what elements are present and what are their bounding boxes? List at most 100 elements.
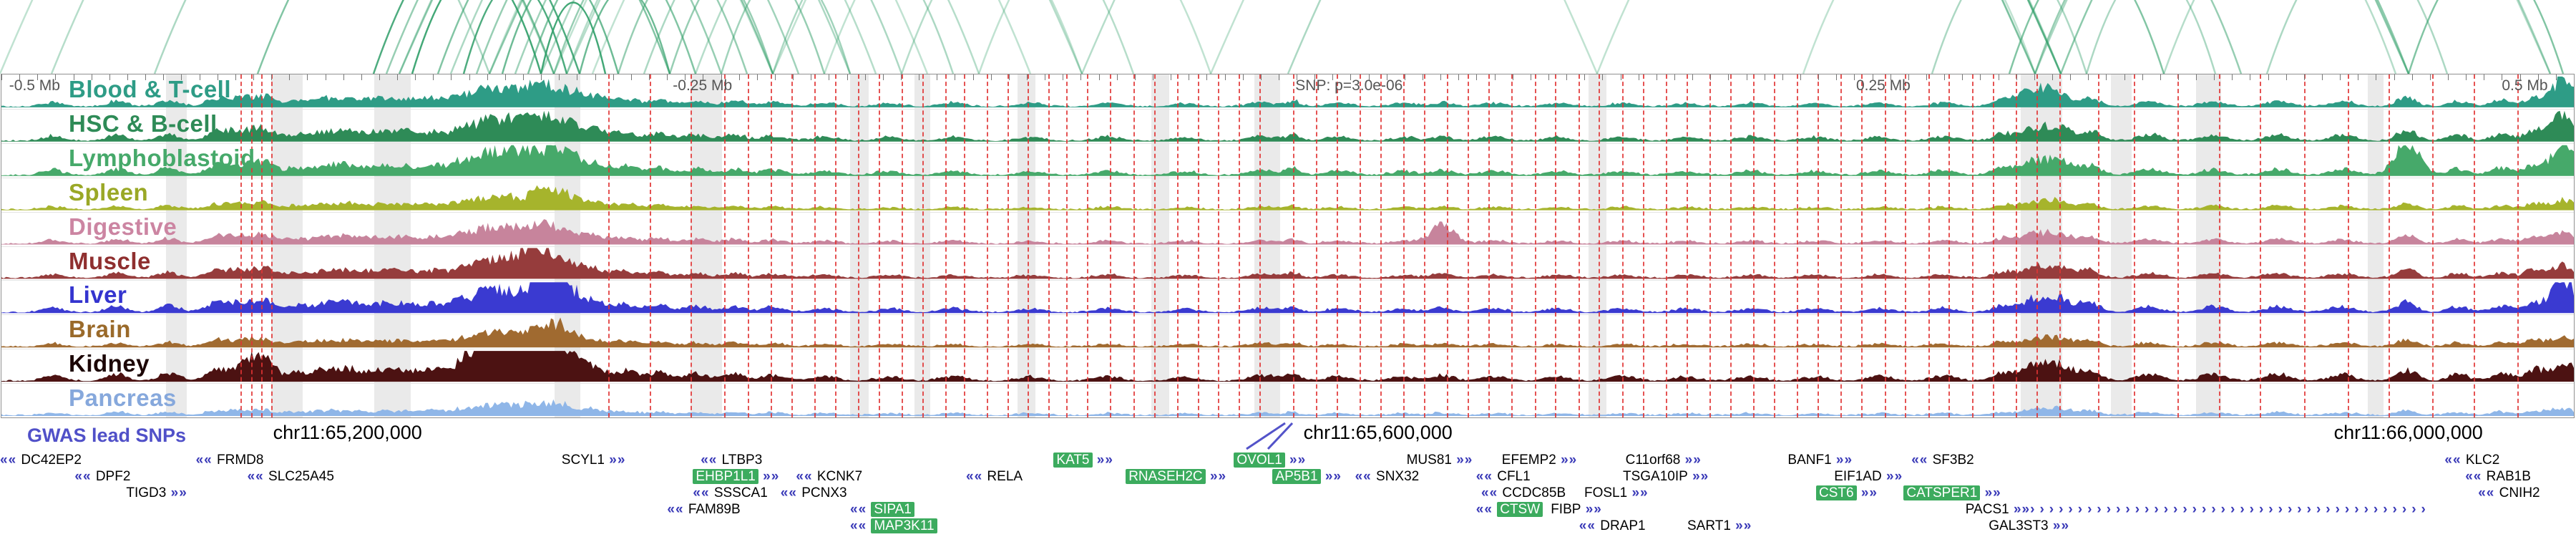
gene-label[interactable]: «« SLC25A45 bbox=[248, 469, 334, 485]
gene-label[interactable]: BANF1 »» bbox=[1787, 453, 1853, 468]
gene-label[interactable]: KAT5 »» bbox=[1053, 453, 1113, 468]
gene-strand-right-icon: »» bbox=[1556, 453, 1578, 468]
track-signal-2[interactable] bbox=[1, 110, 2574, 142]
ruler-tick bbox=[721, 74, 722, 80]
gene-label[interactable]: MUS81 »» bbox=[1407, 453, 1473, 468]
ruler-tick bbox=[1224, 74, 1226, 80]
snp-line bbox=[649, 74, 651, 417]
track-label[interactable]: Blood & T-cell bbox=[69, 76, 232, 102]
gene-label[interactable]: CATSPER1 »» bbox=[1903, 485, 2001, 501]
gene-label[interactable]: SCYL1 »» bbox=[562, 453, 626, 468]
gene-label[interactable]: RNASEH2C »» bbox=[1126, 469, 1226, 485]
gene-label[interactable]: «« LTBP3 bbox=[701, 453, 762, 468]
gene-label[interactable]: EIF1AD »» bbox=[1834, 469, 1903, 485]
gene-label[interactable]: «« MAP3K11 bbox=[850, 518, 937, 534]
track-label[interactable]: Lymphoblastoid bbox=[69, 144, 255, 171]
gene-label[interactable]: «« SF3B2 bbox=[1911, 453, 1974, 468]
gene-label[interactable]: «« FRMD8 bbox=[196, 453, 264, 468]
gene-label[interactable]: TSGA10IP »» bbox=[1623, 469, 1709, 485]
interaction-arc bbox=[668, 0, 826, 74]
track-signal-9[interactable] bbox=[1, 351, 2574, 382]
ruler-tick bbox=[1116, 74, 1118, 80]
ruler-tick bbox=[1674, 74, 1675, 80]
track-label[interactable]: Brain bbox=[69, 316, 131, 343]
gene-label[interactable]: «« CTSW bbox=[1476, 502, 1543, 518]
track-signal-3[interactable] bbox=[1, 145, 2574, 176]
gene-name: KCNK7 bbox=[816, 469, 863, 484]
gene-label[interactable]: «« SIPA1 bbox=[850, 502, 914, 518]
gene-name: OVOL1 bbox=[1234, 453, 1285, 468]
snp-line bbox=[1360, 74, 1362, 417]
snp-line bbox=[2134, 74, 2136, 417]
track-label[interactable]: Spleen bbox=[69, 178, 149, 205]
gene-label[interactable]: «« DPF2 bbox=[74, 469, 130, 485]
ruler-tick bbox=[2466, 74, 2467, 80]
gene-label[interactable]: PACS1 »»››››››››››››››››››››››››››››››››… bbox=[1966, 502, 2431, 518]
track-signal-6[interactable] bbox=[1, 248, 2574, 279]
gene-label[interactable]: «« KLC2 bbox=[2444, 453, 2499, 468]
gene-label[interactable]: «« CFL1 bbox=[1476, 469, 1531, 485]
snp-line bbox=[1316, 74, 1318, 417]
interaction-arc bbox=[552, 0, 1599, 74]
gene-label[interactable]: CST6 »» bbox=[1816, 485, 1878, 501]
track-signal-7[interactable] bbox=[1, 282, 2574, 314]
snp-line bbox=[878, 74, 880, 417]
gene-label[interactable]: «« PCNX3 bbox=[781, 485, 847, 501]
ruler-tick bbox=[2285, 74, 2287, 80]
gene-strand-left-icon: «« bbox=[693, 485, 714, 500]
gene-label[interactable]: FIBP »» bbox=[1551, 502, 1602, 518]
track-panel[interactable]: -0.5 Mb -0.25 Mb SNP: p=3.0e-06 0.25 Mb 0.5 … bbox=[1, 74, 2575, 418]
track-label[interactable]: Digestive bbox=[69, 213, 177, 240]
track-label[interactable]: HSC & B-cell bbox=[69, 110, 218, 137]
coordinate-label: chr11:65,200,000 bbox=[273, 422, 422, 443]
gene-label[interactable]: EFEMP2 »» bbox=[1502, 453, 1577, 468]
gene-label[interactable]: TIGD3 »» bbox=[126, 485, 187, 501]
ruler-tick bbox=[1206, 74, 1208, 80]
gene-label[interactable]: EHBP1L1 »» bbox=[693, 469, 779, 485]
gene-label[interactable]: «« RAB1B bbox=[2465, 469, 2531, 485]
snp-line bbox=[1928, 74, 1930, 417]
gene-label[interactable]: SART1 »» bbox=[1687, 518, 1752, 534]
track-label[interactable]: Muscle bbox=[69, 247, 151, 274]
gene-name: C11orf68 bbox=[1625, 453, 1681, 468]
ruler-tick bbox=[1332, 74, 1334, 80]
gene-name: SART1 bbox=[1687, 518, 1731, 533]
gene-label[interactable]: «« DC42EP2 bbox=[0, 453, 82, 468]
ruler-tick bbox=[2232, 74, 2233, 80]
gene-label[interactable]: GAL3ST3 »» bbox=[1989, 518, 2069, 534]
ruler-tick bbox=[1854, 74, 1855, 80]
gene-label[interactable]: C11orf68 »» bbox=[1626, 453, 1702, 468]
ruler-tick bbox=[1818, 74, 1820, 80]
snp-line bbox=[1534, 74, 1536, 417]
ruler-tick bbox=[451, 74, 452, 80]
gene-label[interactable]: FOSL1 »» bbox=[1584, 485, 1649, 501]
interaction-arc bbox=[527, 0, 697, 74]
gene-strand-right-icon: »» bbox=[1687, 469, 1709, 484]
gene-label[interactable]: «« KCNK7 bbox=[796, 469, 862, 485]
gene-label[interactable]: «« SNX32 bbox=[1355, 469, 1420, 485]
gene-label[interactable]: «« DRAP1 bbox=[1579, 518, 1646, 534]
track-signal-4[interactable] bbox=[1, 185, 2574, 211]
gene-label[interactable]: «« SSSCA1 bbox=[693, 485, 767, 501]
gene-strand-right-icon: »» bbox=[1320, 469, 1342, 484]
gene-strand-right-icon: »» bbox=[1680, 453, 1702, 468]
interaction-arc bbox=[514, 0, 800, 74]
gene-label[interactable]: «« CCDC85B bbox=[1481, 485, 1566, 501]
gene-label[interactable]: «« RELA bbox=[966, 469, 1023, 485]
track-signal-10[interactable] bbox=[1, 399, 2574, 416]
gene-label[interactable]: «« FAM89B bbox=[667, 502, 740, 518]
track-signal-1[interactable] bbox=[1, 76, 2574, 107]
track-label[interactable]: Liver bbox=[69, 281, 127, 309]
track-signal-5[interactable] bbox=[1, 219, 2574, 245]
snp-line bbox=[770, 74, 772, 417]
gene-label[interactable]: «« CNIH2 bbox=[2478, 485, 2540, 501]
gene-label[interactable]: OVOL1 »» bbox=[1234, 453, 1306, 468]
track-signal-8[interactable] bbox=[1, 317, 2574, 348]
gene-label[interactable]: AP5B1 »» bbox=[1272, 469, 1342, 485]
track-label[interactable]: Kidney bbox=[69, 350, 150, 377]
track-label[interactable]: Pancreas bbox=[69, 384, 177, 412]
snp-line bbox=[1176, 74, 1179, 417]
gwas-lead-snps-label[interactable]: GWAS lead SNPs bbox=[27, 425, 187, 446]
ruler-tick bbox=[2322, 74, 2323, 80]
